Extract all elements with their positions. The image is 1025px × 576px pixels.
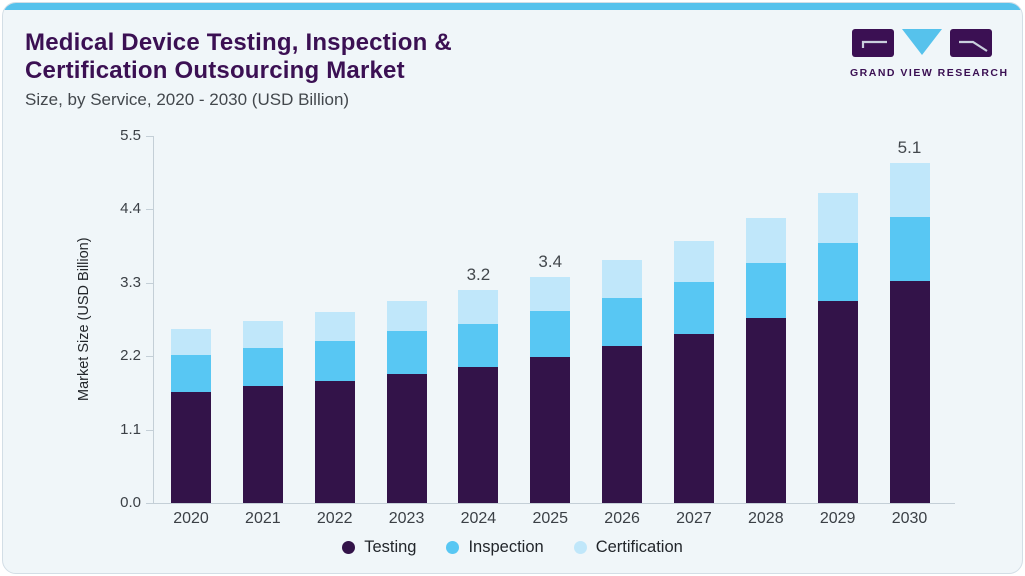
- y-tick-label-1.1: 1.1: [120, 420, 141, 438]
- x-tick-label-2022: 2022: [316, 510, 353, 527]
- bar-segment-inspection-2028: [745, 262, 786, 319]
- y-axis-line: [153, 136, 154, 503]
- bar-segment-inspection-2021: [242, 348, 283, 386]
- bar-segment-inspection-2030: [889, 216, 930, 282]
- bar-segment-inspection-2022: [314, 340, 355, 381]
- legend-label-inspection: Inspection: [468, 538, 544, 556]
- logo-text: GRAND VIEW RESEARCH: [850, 67, 1009, 79]
- y-tick-label-3.3: 3.3: [120, 273, 141, 291]
- y-axis-title: Market Size (USD Billion): [76, 237, 92, 402]
- y-tick-label-4.4: 4.4: [120, 200, 141, 218]
- bar-total-label-2025: 3.4: [538, 251, 563, 271]
- top-accent-bar: [3, 3, 1022, 10]
- legend-dot-testing: [342, 541, 356, 554]
- bar-segment-inspection-2029: [817, 242, 858, 301]
- bar-segment-testing-2028: [745, 318, 786, 503]
- bar-segment-inspection-2025: [530, 311, 571, 357]
- bar-segment-inspection-2026: [602, 298, 643, 346]
- x-tick-label-2029: 2029: [819, 510, 856, 527]
- gvr-logo-icon: [852, 29, 992, 57]
- x-tick-label-2020: 2020: [173, 510, 209, 527]
- y-tick-mark-3.3: [146, 282, 153, 284]
- y-tick-label-5.5: 5.5: [120, 127, 141, 144]
- y-tick-mark-1.1: [146, 429, 153, 431]
- bar-segment-inspection-2020: [171, 354, 211, 392]
- legend-label-certification: Certification: [595, 538, 683, 556]
- x-tick-label-2028: 2028: [748, 510, 784, 527]
- bar-segment-testing-2022: [314, 380, 355, 503]
- bar-segment-certification-2030: [889, 162, 930, 217]
- bar-segment-inspection-2023: [386, 330, 427, 374]
- grand-view-research-logo: GRAND VIEW RESEARCH: [850, 27, 1009, 79]
- bar-total-label-2024: 3.2: [466, 265, 491, 285]
- y-tick-label-2.2: 2.2: [120, 347, 141, 365]
- plot-area: Market Size (USD Billion) 0.0 1.1 2.2 3.3 4.…: [3, 3, 1022, 573]
- bar-segment-inspection-2027: [673, 282, 714, 334]
- bar-segment-certification-2021: [242, 320, 283, 349]
- y-tick-mark-5.5: [146, 136, 153, 137]
- x-tick-label-2026: 2026: [604, 510, 640, 527]
- bar-segment-testing-2024: [458, 366, 499, 503]
- legend-item-testing: Testing: [342, 538, 416, 557]
- y-tick-mark-2.2: [146, 356, 153, 358]
- bar-segment-certification-2027: [673, 240, 714, 283]
- x-tick-label-2027: 2027: [676, 510, 712, 527]
- bar-segment-certification-2028: [745, 218, 786, 263]
- bar-segment-certification-2022: [314, 312, 355, 341]
- bar-segment-testing-2021: [242, 385, 283, 503]
- title-line-2: Certification Outsourcing Market: [25, 57, 405, 84]
- legend-item-inspection: Inspection: [446, 538, 544, 557]
- bar-segment-testing-2020: [171, 391, 211, 503]
- chart-subtitle: Size, by Service, 2020 - 2030 (USD Billi…: [25, 90, 350, 109]
- x-tick-label-2023: 2023: [388, 510, 425, 527]
- bar-segment-inspection-2024: [458, 324, 499, 367]
- x-tick-label-2024: 2024: [460, 510, 497, 527]
- y-tick-mark-0.0: [146, 503, 153, 504]
- bar-segment-testing-2029: [817, 300, 858, 503]
- x-tick-label-2025: 2025: [532, 510, 569, 527]
- y-tick-mark-4.4: [146, 209, 153, 211]
- legend-label-testing: Testing: [364, 538, 417, 556]
- bar-segment-testing-2023: [386, 373, 427, 503]
- bar-segment-certification-2023: [386, 300, 427, 331]
- bar-segment-certification-2029: [817, 192, 858, 243]
- bar-segment-testing-2030: [889, 281, 930, 503]
- y-tick-label-0.0: 0.0: [120, 494, 141, 511]
- bar-total-label-2030: 5.1: [897, 137, 922, 157]
- legend-dot-certification: [573, 541, 587, 554]
- legend-item-certification: Certification: [573, 538, 683, 557]
- chart-header: Medical Device Testing, Inspection & Cert…: [25, 29, 452, 110]
- bar-segment-testing-2026: [602, 345, 643, 503]
- title-line-1: Medical Device Testing, Inspection &: [25, 29, 452, 56]
- bar-segment-testing-2025: [530, 356, 571, 503]
- legend: Testing Inspection Certification: [3, 538, 1022, 557]
- page-title: Medical Device Testing, Inspection & Cert…: [25, 29, 452, 85]
- x-axis-line: [153, 503, 955, 504]
- bar-segment-certification-2024: [458, 290, 499, 325]
- bar-segment-certification-2020: [171, 328, 211, 355]
- bar-segment-testing-2027: [673, 333, 714, 503]
- bar-segment-certification-2026: [602, 260, 643, 299]
- bar-segment-certification-2025: [530, 276, 571, 312]
- legend-dot-inspection: [446, 541, 460, 554]
- x-tick-label-2030: 2030: [891, 510, 928, 527]
- x-tick-label-2021: 2021: [245, 510, 281, 527]
